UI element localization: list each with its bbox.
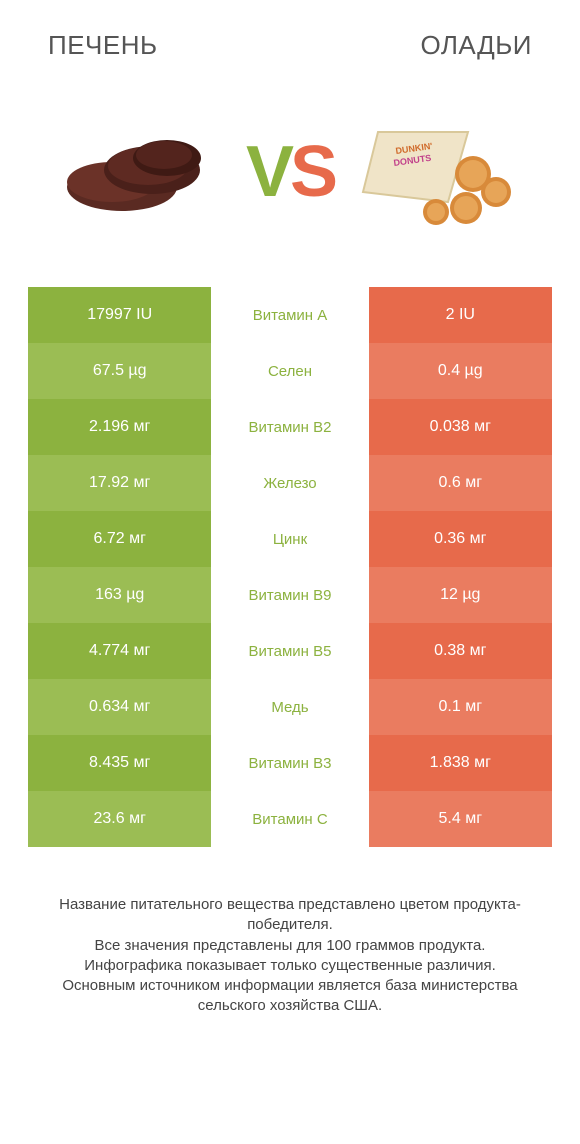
comparison-table: 17997 IUВитамин A2 IU67.5 µgСелен0.4 µg2… <box>28 287 552 847</box>
table-row: 8.435 мгВитамин B31.838 мг <box>28 735 552 791</box>
table-row: 163 µgВитамин B912 µg <box>28 567 552 623</box>
left-product-title: ПЕЧЕНЬ <box>48 30 158 61</box>
nutrient-label: Витамин B2 <box>211 399 368 455</box>
nutrient-label: Витамин A <box>211 287 368 343</box>
right-value: 0.038 мг <box>369 399 552 455</box>
left-value: 163 µg <box>28 567 211 623</box>
nutrient-label: Железо <box>211 455 368 511</box>
nutrient-label: Цинк <box>211 511 368 567</box>
right-product-title: ОЛАДЬИ <box>420 30 532 61</box>
nutrient-label: Витамин B3 <box>211 735 368 791</box>
table-row: 67.5 µgСелен0.4 µg <box>28 343 552 399</box>
left-value: 23.6 мг <box>28 791 211 847</box>
right-value: 0.36 мг <box>369 511 552 567</box>
table-row: 0.634 мгМедь0.1 мг <box>28 679 552 735</box>
table-row: 17.92 мгЖелезо0.6 мг <box>28 455 552 511</box>
left-value: 2.196 мг <box>28 399 211 455</box>
table-row: 2.196 мгВитамин B20.038 мг <box>28 399 552 455</box>
right-value: 2 IU <box>369 287 552 343</box>
header: ПЕЧЕНЬ ОЛАДЬИ <box>28 30 552 61</box>
footer-line-4: Основным источником информации является … <box>34 976 546 1017</box>
left-value: 4.774 мг <box>28 623 211 679</box>
left-product-image <box>62 112 222 232</box>
footer-notes: Название питательного вещества представл… <box>28 895 552 1017</box>
right-product-image: DUNKIN' DONUTS <box>358 112 518 232</box>
left-value: 17.92 мг <box>28 455 211 511</box>
footer-line-2: Все значения представлены для 100 граммо… <box>34 936 546 956</box>
vs-s: S <box>290 132 334 212</box>
hashbrowns-icon: DUNKIN' DONUTS <box>358 112 518 232</box>
liver-icon <box>62 112 222 232</box>
nutrient-label: Витамин B9 <box>211 567 368 623</box>
nutrient-label: Селен <box>211 343 368 399</box>
nutrient-label: Витамин B5 <box>211 623 368 679</box>
left-value: 67.5 µg <box>28 343 211 399</box>
right-value: 0.6 мг <box>369 455 552 511</box>
footer-line-3: Инфографика показывает только существенн… <box>34 956 546 976</box>
left-value: 0.634 мг <box>28 679 211 735</box>
vs-label: VS <box>246 131 334 213</box>
right-value: 12 µg <box>369 567 552 623</box>
right-value: 0.1 мг <box>369 679 552 735</box>
right-value: 0.38 мг <box>369 623 552 679</box>
nutrient-label: Медь <box>211 679 368 735</box>
table-row: 6.72 мгЦинк0.36 мг <box>28 511 552 567</box>
table-row: 17997 IUВитамин A2 IU <box>28 287 552 343</box>
table-row: 4.774 мгВитамин B50.38 мг <box>28 623 552 679</box>
vs-v: V <box>246 132 290 212</box>
footer-line-1: Название питательного вещества представл… <box>34 895 546 936</box>
infographic-page: ПЕЧЕНЬ ОЛАДЬИ VS DUNKIN' DONUTS <box>0 0 580 1144</box>
table-row: 23.6 мгВитамин C5.4 мг <box>28 791 552 847</box>
right-value: 5.4 мг <box>369 791 552 847</box>
right-value: 0.4 µg <box>369 343 552 399</box>
left-value: 17997 IU <box>28 287 211 343</box>
nutrient-label: Витамин C <box>211 791 368 847</box>
right-value: 1.838 мг <box>369 735 552 791</box>
left-value: 8.435 мг <box>28 735 211 791</box>
left-value: 6.72 мг <box>28 511 211 567</box>
hero-row: VS DUNKIN' DONUTS <box>28 97 552 247</box>
